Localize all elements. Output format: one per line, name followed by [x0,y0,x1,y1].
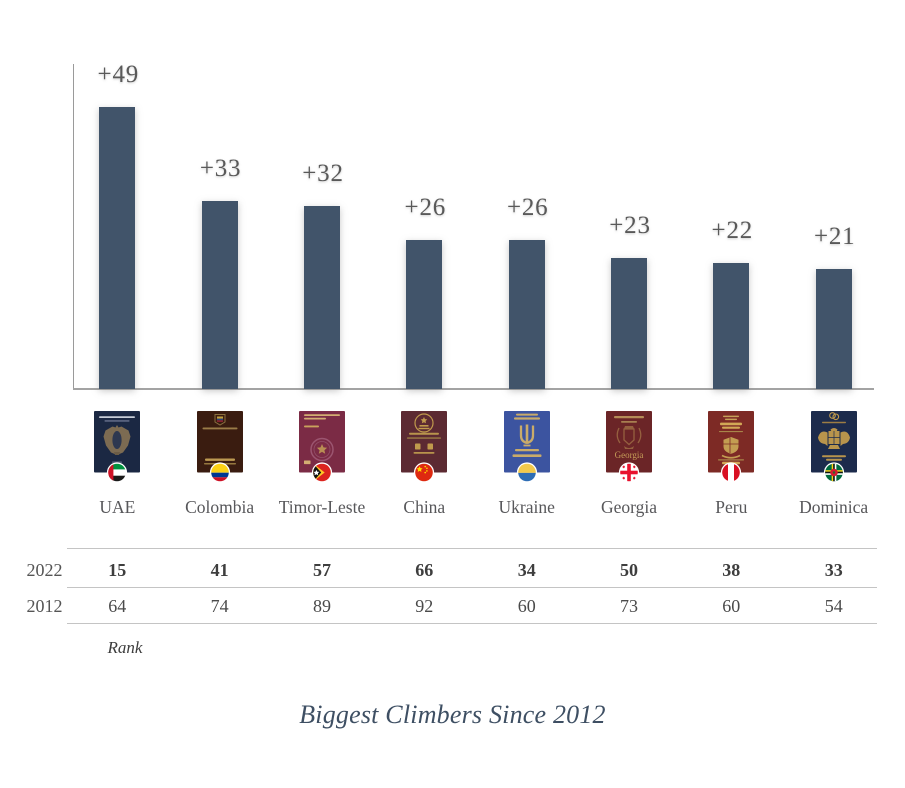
svg-text:Georgia: Georgia [615,450,644,460]
